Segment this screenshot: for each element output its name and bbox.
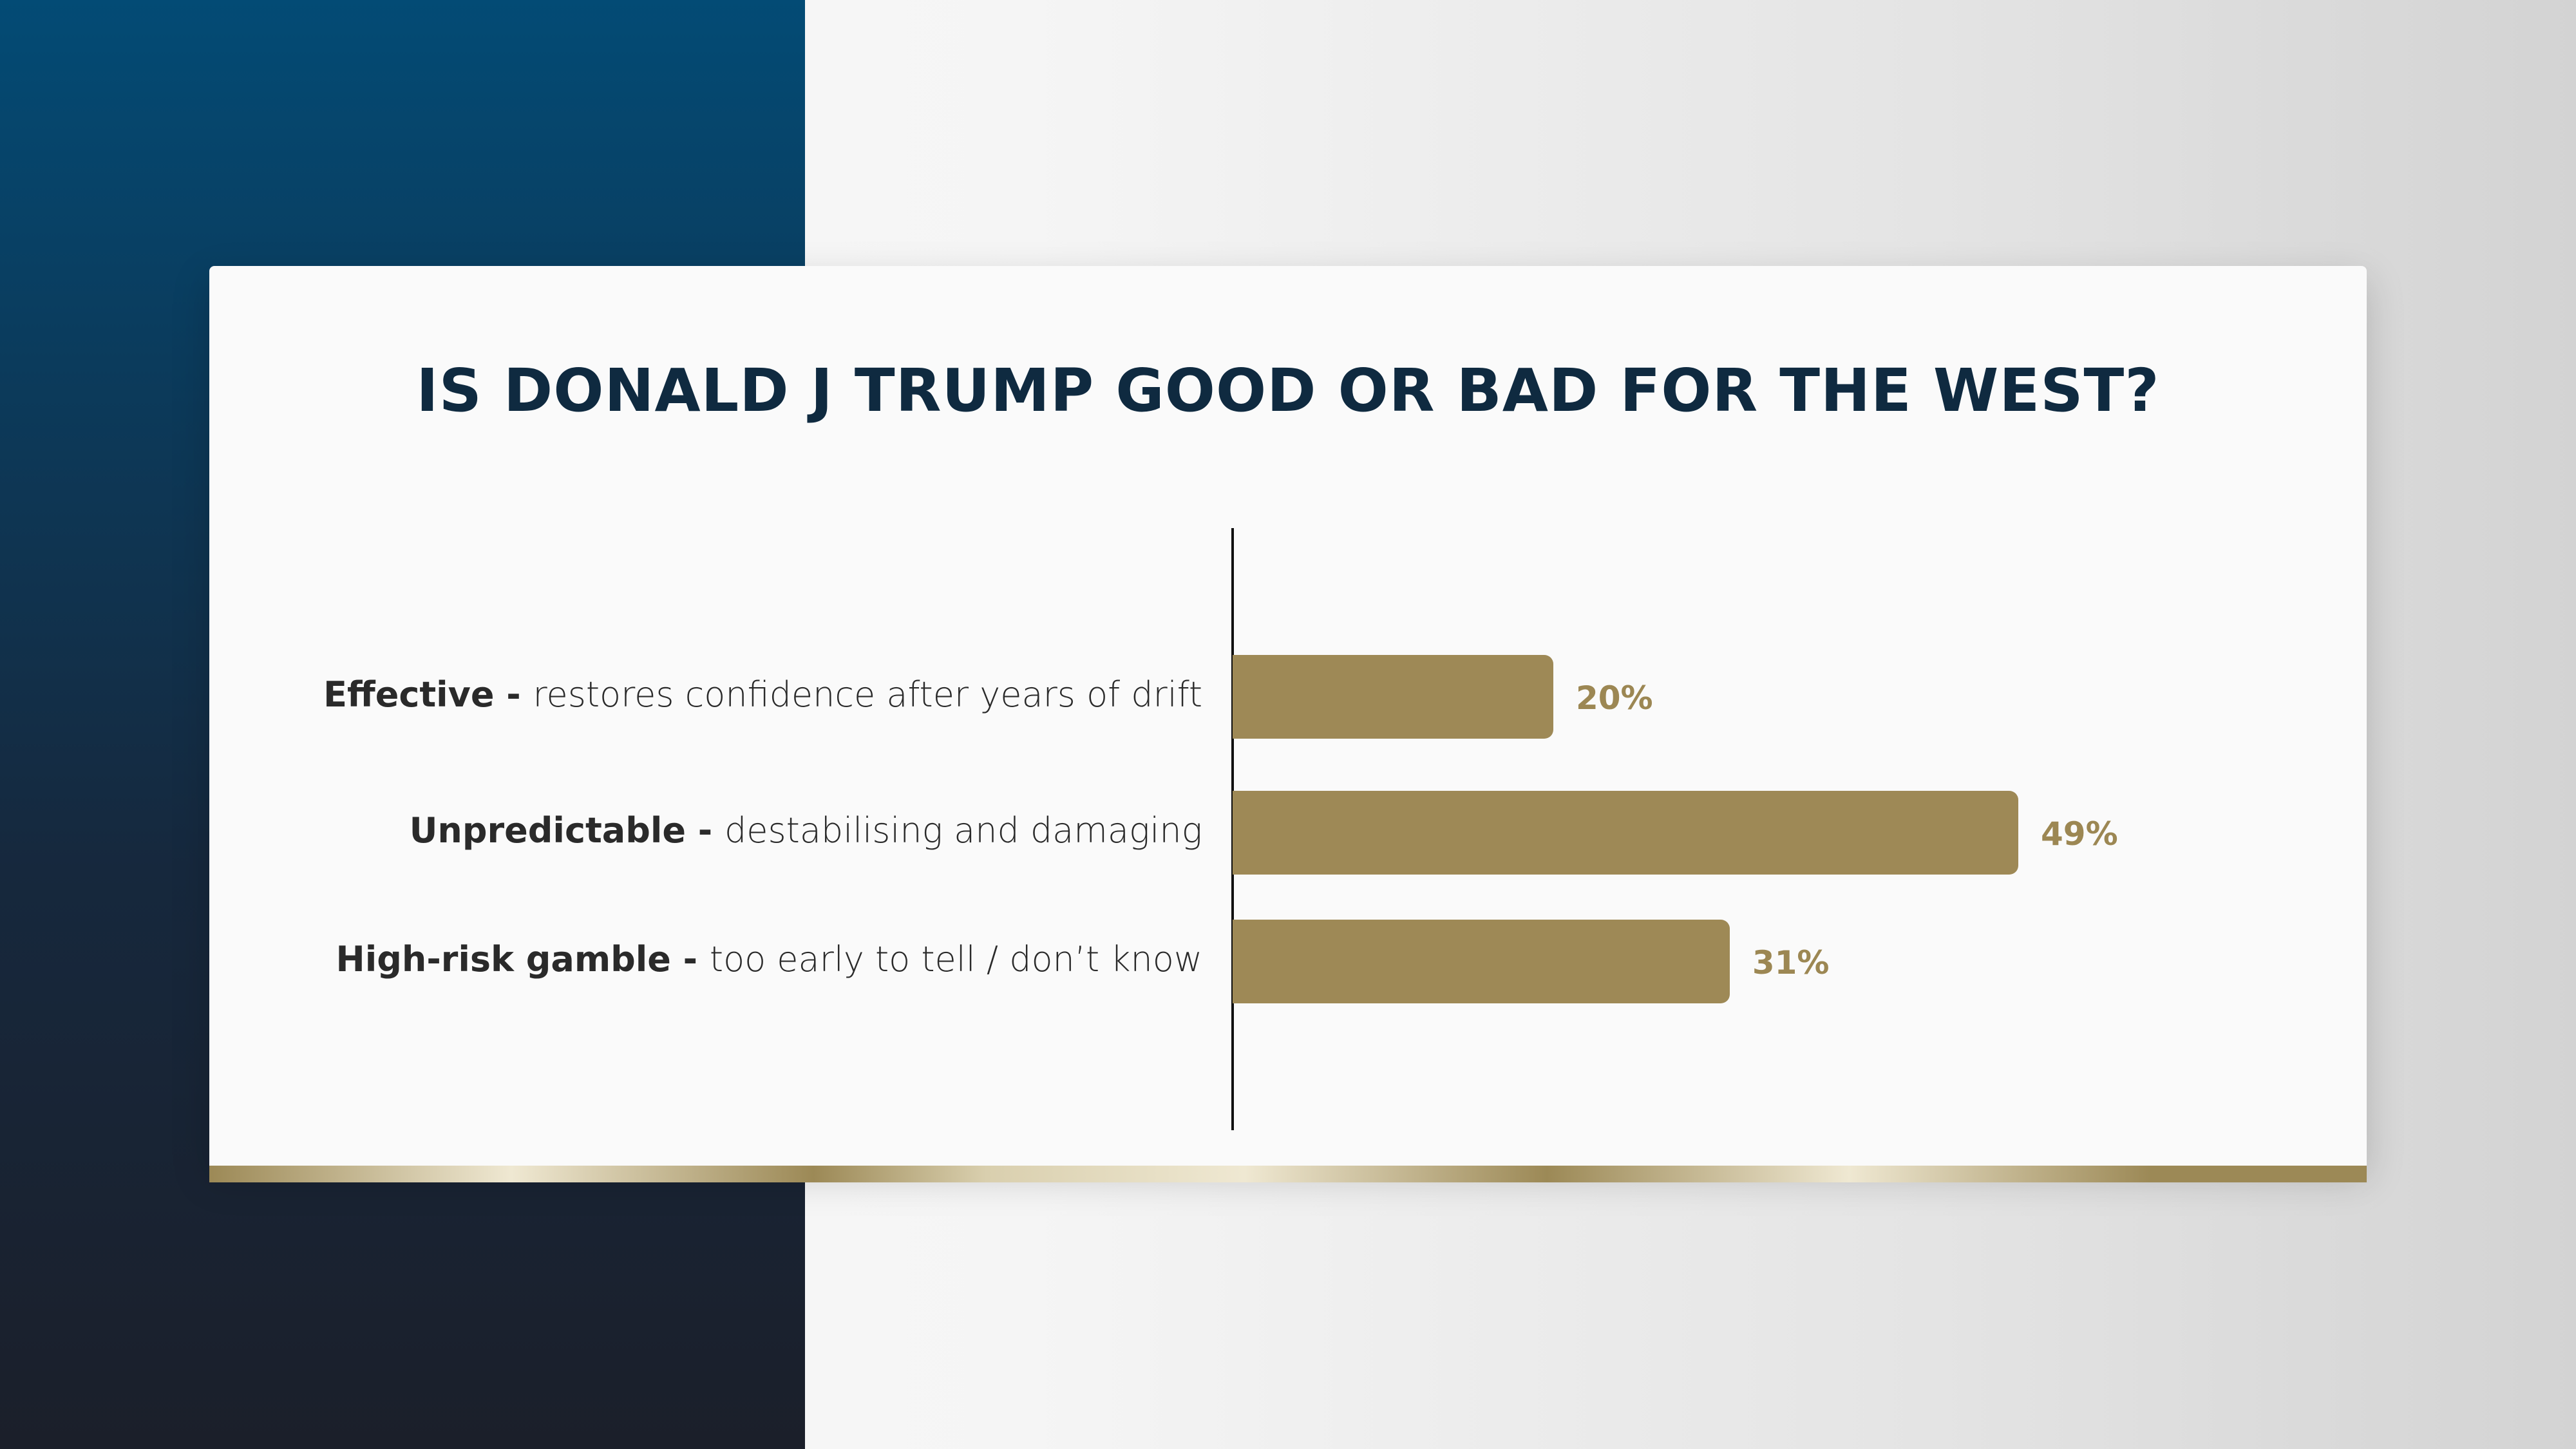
category-label: High-risk gamble - too early to tell / d… bbox=[336, 939, 1202, 980]
category-label-rest: too early to tell / don’t know bbox=[709, 939, 1202, 980]
chart-title: IS DONALD J TRUMP GOOD OR BAD FOR THE WE… bbox=[416, 356, 2160, 425]
category-label-rest: restores confidence after years of drift bbox=[533, 674, 1203, 715]
category-label-sep: - bbox=[670, 939, 710, 980]
category-label-bold: High-risk gamble bbox=[336, 939, 671, 980]
value-label: 20% bbox=[1575, 679, 1653, 717]
chart-card: IS DONALD J TRUMP GOOD OR BAD FOR THE WE… bbox=[209, 266, 2367, 1166]
category-label-sep: - bbox=[494, 674, 533, 715]
category-label: Unpredictable - destabilising and damagi… bbox=[410, 810, 1202, 851]
bar bbox=[1233, 791, 2018, 875]
value-label: 49% bbox=[2041, 815, 2118, 853]
bar bbox=[1233, 920, 1730, 1003]
gold-accent-stripe bbox=[209, 1166, 2367, 1182]
category-label-sep: - bbox=[686, 810, 725, 851]
category-label-bold: Effective bbox=[323, 674, 495, 715]
category-label-bold: Unpredictable bbox=[409, 810, 686, 851]
category-label: Effective - restores confidence after ye… bbox=[323, 674, 1202, 715]
bar bbox=[1233, 655, 1553, 739]
category-label-rest: destabilising and damaging bbox=[724, 810, 1202, 851]
value-label: 31% bbox=[1752, 944, 1830, 981]
